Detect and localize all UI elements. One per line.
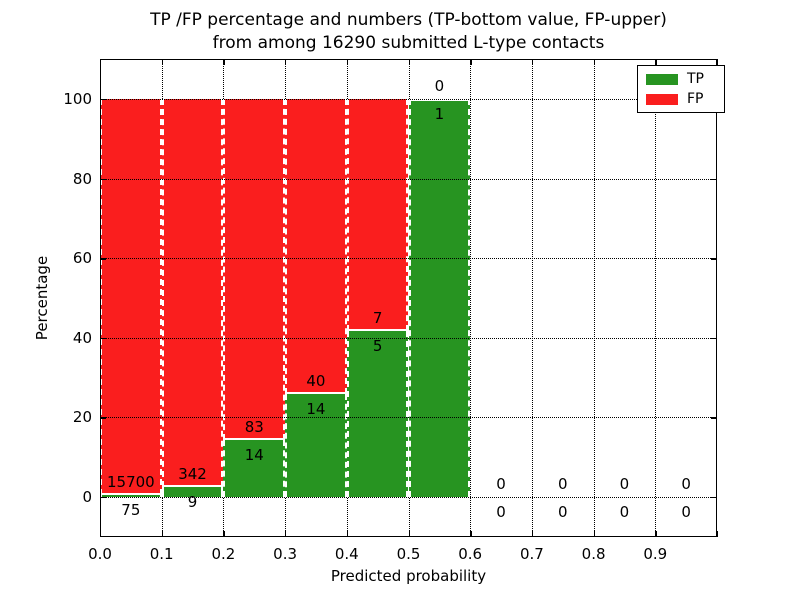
x-tick-label: 0.7 [519, 545, 544, 563]
x-tick-mark [717, 531, 719, 537]
bar-segment-fp [223, 99, 286, 440]
y-tick-label: 60 [72, 249, 92, 268]
legend-label-tp: TP [687, 71, 704, 87]
horizontal-gridline [100, 497, 717, 498]
y-tick-mark [711, 337, 717, 340]
x-tick-mark [346, 59, 349, 65]
legend-box: TP FP [637, 65, 725, 113]
horizontal-gridline [100, 99, 717, 100]
horizontal-gridline [100, 337, 717, 339]
bar-segment-fp [285, 99, 347, 394]
bar-segment-fp [161, 99, 224, 487]
x-axis-label: Predicted probability [330, 567, 487, 585]
x-tick-mark [161, 531, 164, 537]
x-tick-label: 0.3 [273, 545, 298, 563]
fp-color-swatch [646, 93, 678, 105]
tp-count-label: 75 [121, 501, 141, 520]
fp-count-label: 0 [557, 475, 568, 493]
y-axis-label: Percentage [33, 255, 51, 341]
x-tick-mark [223, 59, 225, 65]
y-tick-mark [711, 258, 717, 260]
plot-area: TP FP 15700 75 342 9 83 14 40 14 7 5 0 1 0 0 0 0 0 0 0 0 [100, 59, 725, 537]
y-tick-mark [100, 337, 106, 340]
y-tick-label: 40 [72, 328, 92, 347]
vertical-gridline [470, 59, 472, 537]
chart-title-line-1: TP /FP percentage and numbers (TP-bottom… [150, 10, 667, 30]
x-tick-label: 0.1 [149, 545, 174, 563]
x-tick-label: 0.6 [458, 545, 483, 563]
x-tick-mark [285, 531, 287, 537]
x-tick-mark [531, 59, 534, 65]
fp-count-label: 0 [681, 475, 691, 493]
fp-count-label: 0 [496, 475, 506, 493]
x-tick-label: 0.8 [581, 545, 606, 563]
x-tick-mark [100, 59, 102, 65]
x-tick-mark [470, 59, 472, 65]
horizontal-gridline [100, 417, 717, 419]
x-tick-mark [285, 59, 287, 65]
bar-segment-fp [100, 99, 162, 496]
bar-segment-tp [285, 393, 347, 497]
x-tick-label: 0.2 [211, 545, 236, 563]
y-tick-mark [711, 178, 717, 180]
bar-segment-tp [223, 439, 286, 497]
y-tick-mark [100, 178, 106, 180]
x-tick-mark [717, 59, 719, 65]
vertical-gridline [593, 59, 595, 537]
x-tick-label: 0.5 [396, 545, 421, 563]
y-tick-mark [711, 417, 717, 419]
x-tick-mark [593, 531, 595, 537]
y-tick-label: 0 [82, 488, 92, 506]
y-tick-mark [100, 258, 106, 260]
tp-count-label: 0 [619, 503, 630, 521]
fp-count-label: 0 [434, 77, 445, 95]
y-tick-mark [100, 497, 106, 499]
x-tick-mark [593, 59, 595, 65]
vertical-gridline [531, 59, 533, 537]
x-tick-mark [100, 531, 102, 537]
x-tick-label: 0.0 [88, 545, 112, 563]
horizontal-gridline [100, 258, 717, 260]
y-tick-mark [711, 497, 717, 499]
tp-count-label: 0 [681, 503, 691, 521]
legend-entry-tp: TP [646, 72, 716, 86]
tp-count-label: 0 [496, 503, 506, 521]
x-tick-mark [408, 59, 410, 65]
y-tick-label: 80 [72, 169, 92, 188]
chart-title-line-2: from among 16290 submitted L-type contac… [212, 33, 605, 53]
horizontal-gridline [100, 178, 717, 180]
vertical-gridline [655, 59, 657, 537]
y-tick-mark [100, 417, 106, 419]
x-tick-mark [408, 531, 410, 537]
legend-label-fp: FP [687, 91, 704, 107]
x-tick-mark [346, 531, 349, 537]
x-tick-mark [470, 531, 472, 537]
bar-segment-tp [408, 99, 471, 497]
bar-segment-fp [346, 99, 409, 332]
tp-color-swatch [646, 73, 678, 85]
fp-count-label: 0 [619, 475, 630, 493]
x-tick-mark [223, 531, 225, 537]
x-tick-label: 0.9 [643, 545, 668, 563]
x-tick-label: 0.4 [334, 545, 359, 563]
x-tick-mark [655, 59, 657, 65]
y-tick-label: 100 [63, 90, 92, 108]
bar-segment-tp [161, 486, 224, 497]
x-tick-mark [655, 531, 657, 537]
y-tick-label: 20 [72, 408, 92, 427]
x-tick-mark [531, 531, 534, 537]
x-tick-mark [161, 59, 164, 65]
legend-entry-fp: FP [646, 92, 716, 106]
tp-count-label: 0 [557, 503, 568, 521]
y-tick-mark [100, 99, 106, 101]
bar-segment-tp [346, 331, 409, 497]
